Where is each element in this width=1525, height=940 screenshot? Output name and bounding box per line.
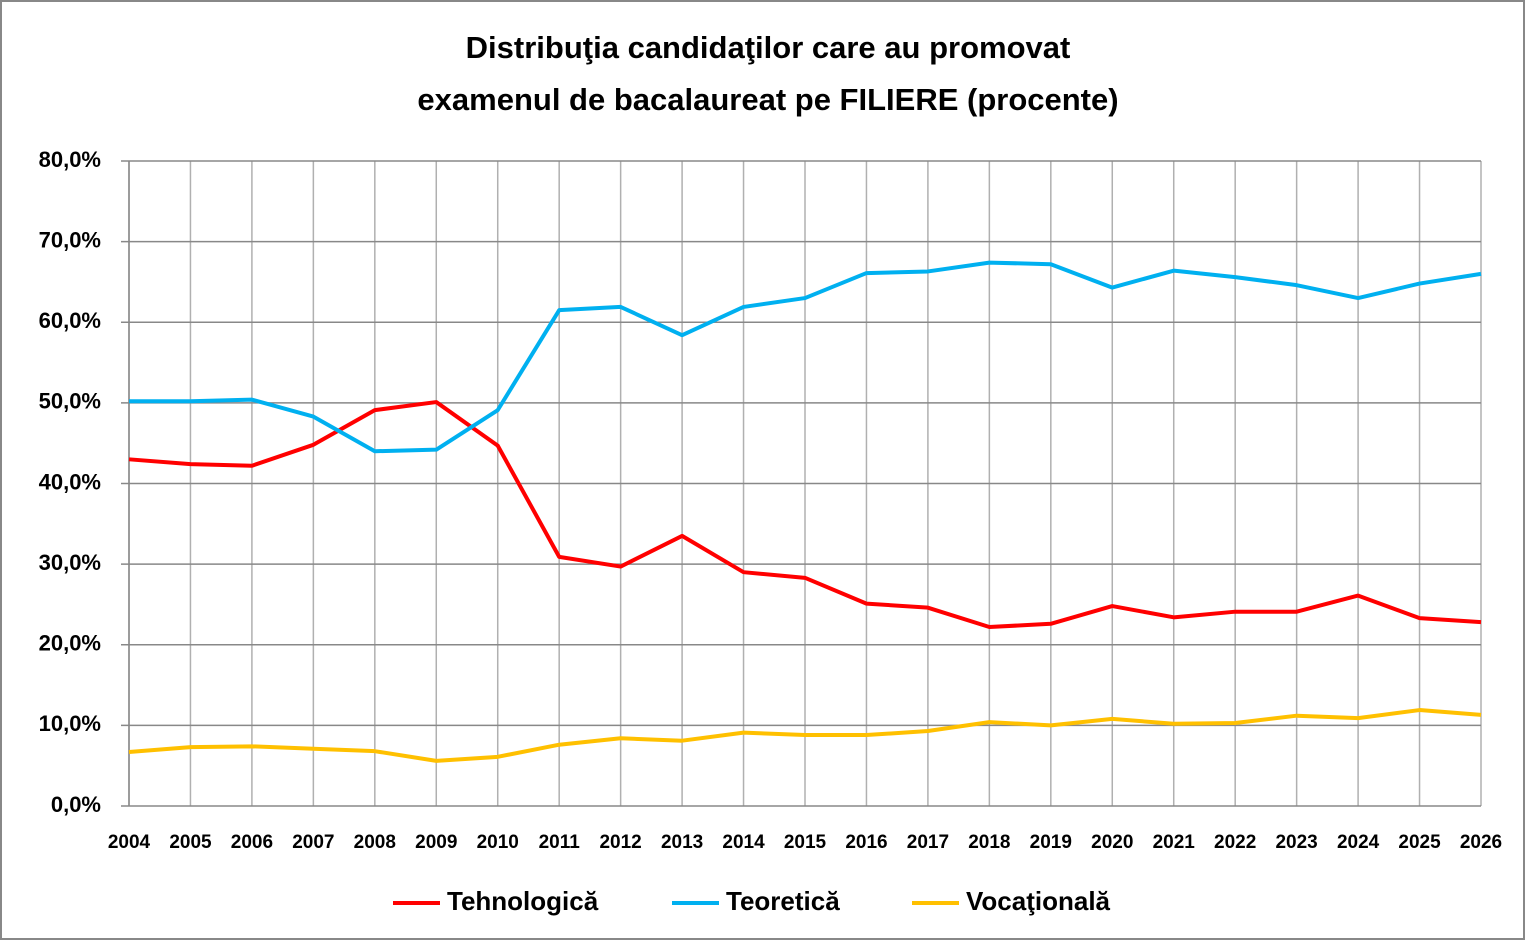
x-tick-label: 2025 — [1398, 832, 1441, 853]
legend-label: Tehnologică — [447, 886, 599, 916]
x-tick-label: 2004 — [108, 832, 151, 853]
x-tick-label: 2018 — [968, 832, 1010, 853]
x-tick-label: 2014 — [722, 832, 765, 853]
y-tick-label: 30,0% — [39, 550, 101, 575]
y-tick-label: 20,0% — [39, 631, 101, 656]
x-tick-label: 2022 — [1214, 832, 1256, 853]
y-tick-label: 80,0% — [39, 147, 101, 172]
x-tick-label: 2012 — [599, 832, 641, 853]
legend-label: Teoretică — [726, 886, 840, 916]
x-tick-label: 2019 — [1030, 832, 1072, 853]
x-tick-label: 2021 — [1153, 832, 1196, 853]
x-tick-label: 2017 — [907, 832, 949, 853]
x-tick-label: 2023 — [1275, 832, 1317, 853]
x-tick-label: 2009 — [415, 832, 457, 853]
x-tick-label: 2024 — [1337, 832, 1380, 853]
series-line — [128, 400, 1482, 630]
y-tick-label: 70,0% — [39, 227, 101, 252]
x-tick-label: 2026 — [1460, 832, 1502, 853]
x-tick-label: 2015 — [784, 832, 827, 853]
x-tick-label: 2016 — [845, 832, 887, 853]
x-tick-label: 2011 — [539, 832, 581, 853]
x-tick-label: 2010 — [477, 832, 519, 853]
y-tick-label: 60,0% — [39, 308, 101, 333]
x-tick-label: 2008 — [354, 832, 396, 853]
series-line — [129, 260, 1482, 454]
series-line — [128, 708, 1482, 763]
y-tick-label: 10,0% — [39, 711, 101, 736]
x-tick-label: 2013 — [661, 832, 703, 853]
x-tick-label: 2007 — [292, 832, 334, 853]
x-tick-label: 2005 — [169, 832, 212, 853]
chart-title: examenul de bacalaureat pe FILIERE (proc… — [417, 82, 1118, 117]
y-tick-label: 50,0% — [39, 389, 101, 414]
y-tick-label: 40,0% — [39, 469, 101, 494]
x-tick-label: 2020 — [1091, 832, 1133, 853]
legend-label: Vocaţională — [966, 886, 1111, 916]
y-tick-label: 0,0% — [51, 792, 101, 817]
chart-title: Distribuţia candidaţilor care au promova… — [466, 30, 1071, 65]
x-tick-label: 2006 — [231, 832, 273, 853]
